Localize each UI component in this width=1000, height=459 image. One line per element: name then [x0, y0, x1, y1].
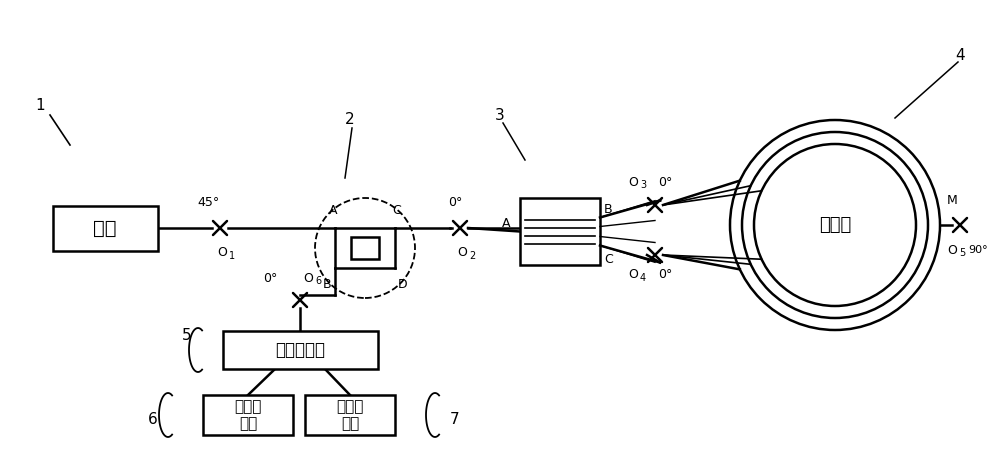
Text: 1: 1	[35, 97, 45, 112]
Text: A: A	[502, 217, 510, 230]
Text: 3: 3	[640, 180, 646, 190]
Text: 5: 5	[182, 328, 192, 342]
Text: 4: 4	[640, 273, 646, 283]
Text: 第二探
测器: 第二探 测器	[336, 399, 364, 431]
Text: 0°: 0°	[448, 196, 462, 209]
Text: B: B	[604, 203, 613, 216]
Text: 0°: 0°	[658, 175, 672, 189]
Text: A: A	[329, 203, 337, 217]
Text: 45°: 45°	[197, 196, 219, 209]
Text: O: O	[628, 269, 638, 281]
Text: 偏振分束器: 偏振分束器	[275, 341, 325, 359]
Bar	[222, 331, 378, 369]
Bar	[52, 206, 158, 251]
Text: 光纤环: 光纤环	[819, 216, 851, 234]
Text: 4: 4	[955, 47, 965, 62]
Bar	[520, 198, 600, 265]
Text: 光源: 光源	[93, 218, 117, 237]
Text: 2: 2	[345, 112, 355, 128]
Text: O: O	[303, 272, 313, 285]
Text: 3: 3	[495, 107, 505, 123]
Bar	[351, 237, 379, 259]
Bar	[305, 395, 395, 435]
Text: B: B	[323, 279, 331, 291]
Text: 1: 1	[229, 251, 235, 261]
Text: 7: 7	[450, 413, 460, 427]
Text: O: O	[628, 175, 638, 189]
Text: 2: 2	[469, 251, 475, 261]
Bar	[203, 395, 293, 435]
Text: M: M	[947, 194, 957, 207]
Text: C: C	[393, 203, 401, 217]
Text: O: O	[217, 246, 227, 259]
Text: C: C	[604, 253, 613, 266]
Text: 5: 5	[959, 248, 965, 258]
Text: 6: 6	[148, 413, 158, 427]
Text: D: D	[398, 279, 408, 291]
Text: 90°: 90°	[968, 245, 988, 255]
Text: 6: 6	[315, 276, 321, 286]
Text: O: O	[457, 246, 467, 259]
Text: 第一探
测器: 第一探 测器	[234, 399, 262, 431]
Text: 0°: 0°	[658, 269, 672, 281]
Text: 0°: 0°	[263, 272, 277, 285]
Text: O: O	[947, 244, 957, 257]
